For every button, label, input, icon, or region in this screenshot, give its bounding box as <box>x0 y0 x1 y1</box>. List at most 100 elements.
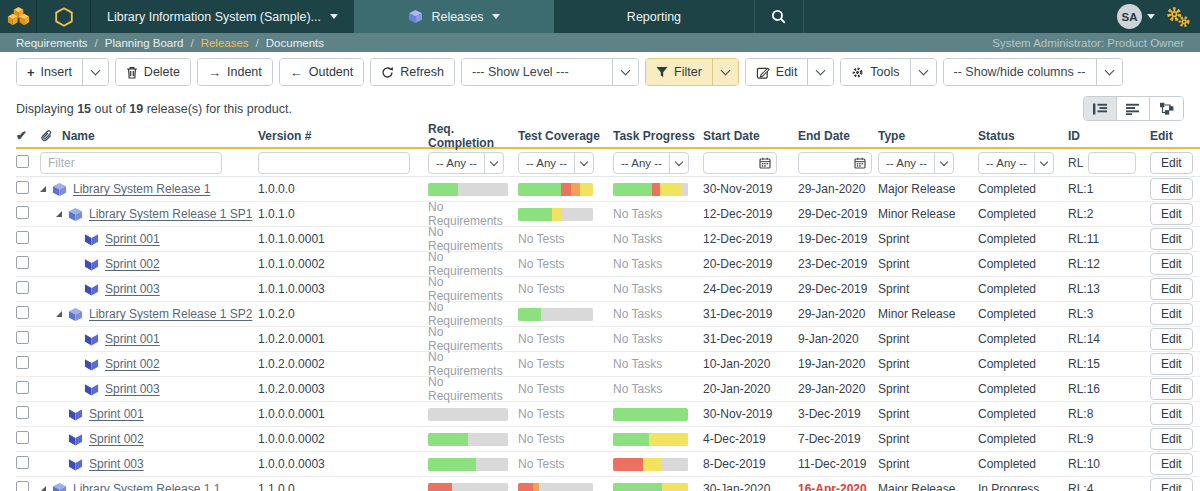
release-name-link[interactable]: Sprint 001 <box>89 407 144 421</box>
row-edit-button[interactable]: Edit <box>1150 228 1193 250</box>
end-date-filter-input[interactable] <box>799 157 849 169</box>
expander-triangle-icon[interactable] <box>56 311 62 317</box>
row-checkbox[interactable] <box>16 181 29 194</box>
release-name-link[interactable]: Sprint 002 <box>105 257 160 271</box>
version-filter-input[interactable] <box>258 152 410 174</box>
row-checkbox[interactable] <box>16 256 29 269</box>
release-name-link[interactable]: Sprint 003 <box>105 382 160 396</box>
row-checkbox[interactable] <box>16 456 29 469</box>
system-settings-button[interactable] <box>1164 4 1192 30</box>
release-name-link[interactable]: Library System Release 1.1 <box>73 482 220 491</box>
refresh-button[interactable]: Refresh <box>371 59 454 85</box>
tab-releases[interactable]: Releases <box>354 0 554 33</box>
header-task-progress[interactable]: Task Progress <box>613 129 703 143</box>
req-completion-filter-select[interactable]: -- Any -- <box>428 152 504 174</box>
insert-dropdown-button[interactable] <box>82 59 108 85</box>
row-checkbox[interactable] <box>16 431 29 444</box>
row-checkbox[interactable] <box>16 381 29 394</box>
show-level-select[interactable]: --- Show Level --- <box>462 59 612 85</box>
show-hide-columns-dropdown-button[interactable] <box>1096 59 1122 85</box>
row-checkbox[interactable] <box>16 356 29 369</box>
outdent-button[interactable]: ← Outdent <box>280 59 363 85</box>
calendar-icon[interactable] <box>854 157 871 169</box>
project-selector[interactable]: Library Information System (Sample)... <box>91 0 354 33</box>
insert-button[interactable]: + Insert <box>17 59 82 85</box>
release-name-link[interactable]: Library System Release 1 SP1 <box>89 207 252 221</box>
test-coverage-filter-select[interactable]: -- Any -- <box>518 152 594 174</box>
calendar-icon[interactable] <box>759 157 776 169</box>
release-name-link[interactable]: Sprint 001 <box>105 232 160 246</box>
header-select-all[interactable]: ✔ <box>16 128 40 143</box>
row-edit-button[interactable]: Edit <box>1150 328 1193 350</box>
workspace-hexagon-icon[interactable] <box>37 0 91 33</box>
row-edit-button[interactable]: Edit <box>1150 478 1193 491</box>
row-edit-button[interactable]: Edit <box>1150 253 1193 275</box>
row-checkbox[interactable] <box>16 331 29 344</box>
row-checkbox[interactable] <box>16 481 29 491</box>
header-name[interactable]: Name <box>40 129 258 143</box>
start-date-filter-input[interactable] <box>704 157 754 169</box>
release-name-link[interactable]: Library System Release 1 <box>73 182 210 196</box>
id-filter-input[interactable] <box>1088 152 1136 174</box>
task-progress-filter-select[interactable]: -- Any -- <box>613 152 689 174</box>
name-filter-input[interactable] <box>40 152 222 174</box>
breadcrumb-requirements[interactable]: Requirements <box>16 37 88 49</box>
view-mindmap-button[interactable] <box>1149 97 1183 120</box>
expander-triangle-icon[interactable] <box>56 211 62 217</box>
app-logo-icon[interactable] <box>0 0 37 33</box>
row-edit-button[interactable]: Edit <box>1150 353 1193 375</box>
row-edit-button[interactable]: Edit <box>1150 378 1193 400</box>
breadcrumb-releases[interactable]: Releases <box>201 37 249 49</box>
filter-dropdown-button[interactable] <box>712 59 738 85</box>
row-edit-button[interactable]: Edit <box>1150 278 1193 300</box>
row-checkbox[interactable] <box>16 406 29 419</box>
tab-reporting[interactable]: Reporting <box>554 0 754 33</box>
filter-button[interactable]: Filter <box>646 59 712 85</box>
header-status[interactable]: Status <box>978 129 1068 143</box>
filter-checkbox[interactable] <box>16 155 29 168</box>
header-test-coverage[interactable]: Test Coverage <box>518 129 613 143</box>
release-name-link[interactable]: Sprint 002 <box>89 432 144 446</box>
indent-button[interactable]: → Indent <box>198 59 272 85</box>
release-name-link[interactable]: Library System Release 1 SP2 <box>89 307 252 321</box>
tools-dropdown-button[interactable] <box>910 59 936 85</box>
status-filter-select[interactable]: -- Any -- <box>978 152 1054 174</box>
release-name-link[interactable]: Sprint 001 <box>105 332 160 346</box>
row-checkbox[interactable] <box>16 306 29 319</box>
row-edit-button[interactable]: Edit <box>1150 303 1193 325</box>
delete-button[interactable]: Delete <box>116 59 190 85</box>
show-level-dropdown-button[interactable] <box>612 59 638 85</box>
row-edit-button[interactable]: Edit <box>1150 428 1193 450</box>
header-version[interactable]: Version # <box>258 129 428 143</box>
view-flat-list-button[interactable] <box>1116 97 1149 120</box>
breadcrumb-planning-board[interactable]: Planning Board <box>105 37 184 49</box>
release-type: Sprint <box>878 232 909 246</box>
row-edit-button[interactable]: Edit <box>1150 453 1193 475</box>
release-name-link[interactable]: Sprint 002 <box>105 357 160 371</box>
row-edit-button[interactable]: Edit <box>1150 203 1193 225</box>
show-hide-columns-select[interactable]: -- Show/hide columns -- <box>944 59 1096 85</box>
row-edit-button[interactable]: Edit <box>1150 178 1193 200</box>
type-filter-select[interactable]: -- Any -- <box>878 152 954 174</box>
edit-button[interactable]: Edit <box>746 59 808 85</box>
view-hierarchy-button[interactable] <box>1084 97 1116 120</box>
filter-edit-button[interactable]: Edit <box>1150 152 1193 174</box>
row-checkbox[interactable] <box>16 206 29 219</box>
row-edit-button[interactable]: Edit <box>1150 403 1193 425</box>
search-button[interactable] <box>754 0 804 33</box>
header-id[interactable]: ID <box>1068 129 1150 143</box>
header-start-date[interactable]: Start Date <box>703 129 798 143</box>
expander-triangle-icon[interactable] <box>40 186 46 192</box>
row-checkbox[interactable] <box>16 281 29 294</box>
breadcrumb-documents[interactable]: Documents <box>266 37 324 49</box>
row-checkbox[interactable] <box>16 231 29 244</box>
header-type[interactable]: Type <box>878 129 978 143</box>
release-name-link[interactable]: Sprint 003 <box>105 282 160 296</box>
tools-button[interactable]: Tools <box>841 59 909 85</box>
release-name-link[interactable]: Sprint 003 <box>89 457 144 471</box>
edit-dropdown-button[interactable] <box>807 59 833 85</box>
expander-triangle-icon[interactable] <box>40 486 46 491</box>
header-end-date[interactable]: End Date <box>798 129 878 143</box>
user-menu[interactable]: SA <box>1117 4 1155 29</box>
header-req-completion[interactable]: Req. Completion <box>428 122 518 150</box>
